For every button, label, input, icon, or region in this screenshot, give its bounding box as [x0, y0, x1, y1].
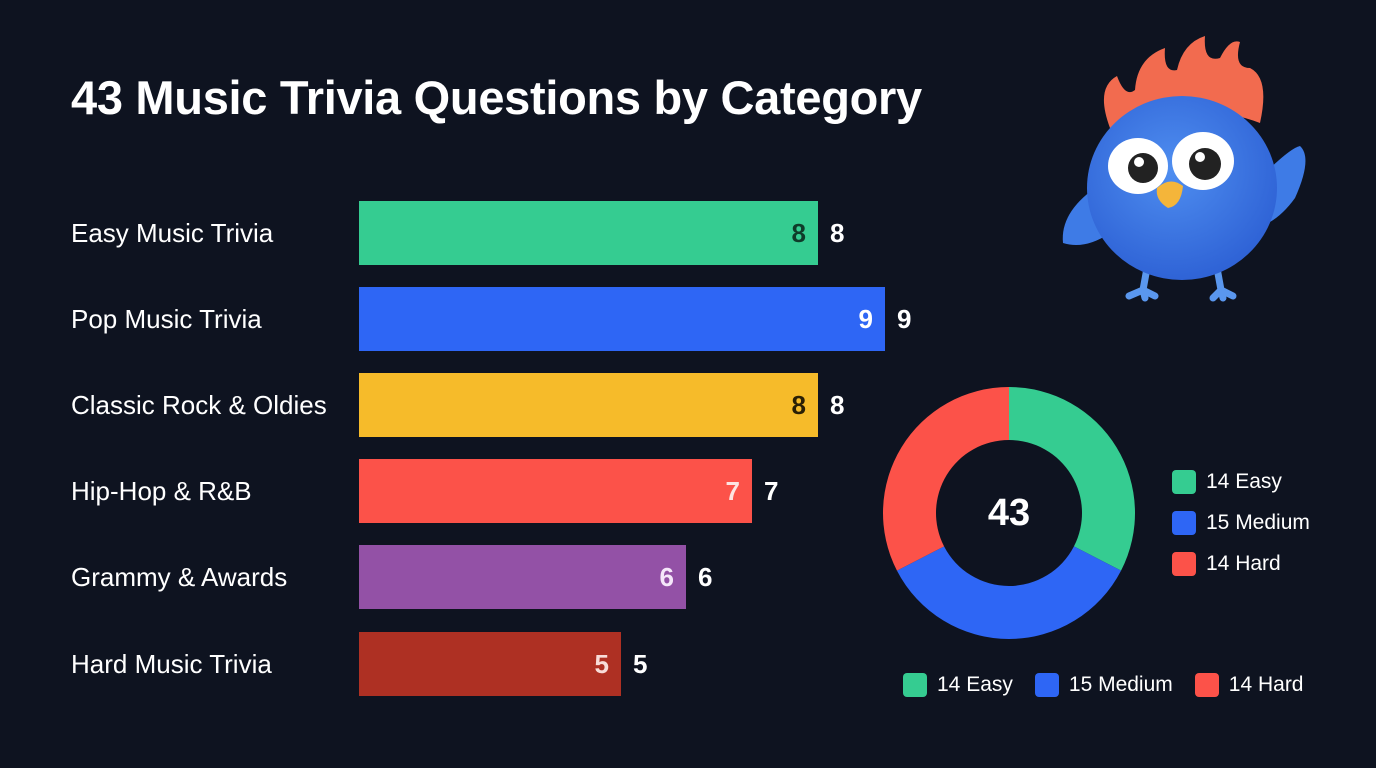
- bar: 8: [359, 373, 818, 437]
- bar-category-label: Pop Music Trivia: [71, 304, 262, 334]
- legend-label-easy: 14 Easy: [1206, 469, 1282, 493]
- chart-title: 43 Music Trivia Questions by Category: [71, 71, 922, 124]
- bar-inner-value: 8: [791, 390, 806, 420]
- legend-side: 14 Easy 15 Medium 14 Hard: [1172, 461, 1310, 584]
- bar-inner-value: 9: [858, 304, 873, 334]
- bar-category-label: Hard Music Trivia: [71, 649, 272, 679]
- bar-category-label: Classic Rock & Oldies: [71, 390, 327, 420]
- bar-category-label: Grammy & Awards: [71, 562, 288, 592]
- donut-segment-easy: [1009, 387, 1135, 571]
- blue-bird-mascot-icon: [1055, 28, 1315, 313]
- bar-category-label: Hip-Hop & R&B: [71, 476, 252, 506]
- legend-swatch-hard: [1172, 551, 1196, 576]
- bar: 9: [359, 287, 885, 351]
- bar-value-label: 7: [764, 476, 779, 506]
- bar: 7: [359, 459, 752, 523]
- bar-value-label: 8: [830, 218, 845, 248]
- donut-segment-hard: [883, 387, 1009, 571]
- bar-inner-value: 5: [594, 649, 609, 679]
- bar-category-label: Easy Music Trivia: [71, 218, 274, 248]
- legend-label-easy: 14 Easy: [937, 673, 1013, 696]
- bar-value-label: 9: [897, 304, 912, 334]
- bar: 8: [359, 201, 818, 265]
- bar-inner-value: 6: [659, 562, 674, 592]
- legend-bottom: 14 Easy 15 Medium 14 Hard: [903, 673, 1304, 697]
- legend-swatch-easy: [1172, 469, 1196, 494]
- donut-ring: [883, 387, 1135, 639]
- legend-item-medium: 15 Medium: [1172, 502, 1310, 543]
- legend-item-hard: 14 Hard: [1172, 543, 1310, 584]
- legend-swatch-medium: [1034, 673, 1059, 697]
- bar: 6: [359, 545, 686, 609]
- bar: 5: [359, 632, 621, 696]
- legend-swatch-medium: [1172, 510, 1196, 535]
- donut-total: 43: [987, 491, 1031, 534]
- bar-inner-value: 8: [791, 218, 806, 248]
- legend-item-medium: 15 Medium: [1034, 673, 1173, 697]
- legend-item-easy: 14 Easy: [1172, 461, 1310, 502]
- bar-value-label: 8: [830, 390, 845, 420]
- donut-chart: 43: [883, 387, 1135, 639]
- legend-label-medium: 15 Medium: [1206, 510, 1310, 534]
- bar-value-label: 6: [698, 562, 713, 592]
- donut-segment-medium: [896, 546, 1122, 639]
- bar-inner-value: 7: [725, 476, 740, 506]
- legend-swatch-hard: [1194, 673, 1219, 697]
- legend-item-hard: 14 Hard: [1194, 673, 1304, 697]
- legend-label-medium: 15 Medium: [1068, 673, 1173, 696]
- legend-label-hard: 14 Hard: [1228, 673, 1304, 696]
- legend-item-easy: 14 Easy: [903, 673, 1013, 697]
- bar-value-label: 5: [633, 649, 648, 679]
- legend-label-hard: 14 Hard: [1206, 551, 1281, 575]
- legend-swatch-easy: [903, 673, 927, 697]
